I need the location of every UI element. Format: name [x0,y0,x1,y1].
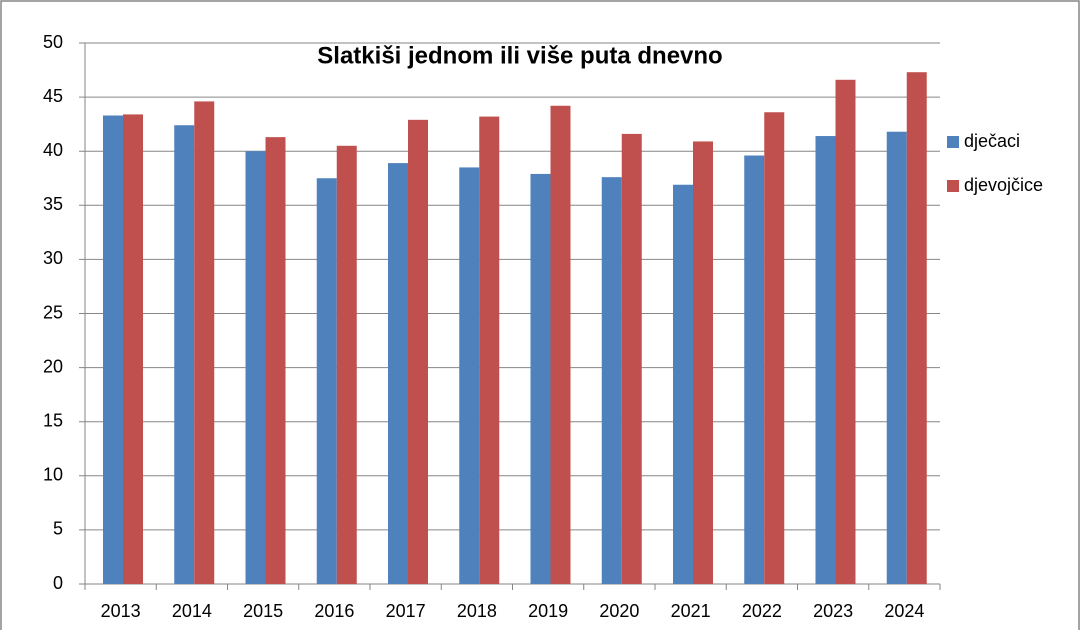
y-tick-label: 35 [43,194,63,214]
bar [621,133,642,584]
x-tick-label: 2017 [386,601,426,621]
chart-title: Slatkiši jednom ili više puta dnevno [317,42,722,69]
bar [886,131,907,584]
bar [103,115,123,584]
bar [479,116,500,585]
bar [316,178,337,584]
bar [265,137,286,584]
y-tick-label: 15 [43,410,63,430]
y-tick-label: 0 [53,573,63,593]
y-tick-label: 5 [53,519,63,539]
x-tick-label: 2023 [813,601,853,621]
bar [123,114,143,585]
y-tick-label: 25 [43,302,63,322]
x-tick-label: 2018 [457,601,497,621]
x-tick-label: 2015 [243,601,283,621]
legend-swatch [947,136,959,148]
y-tick-label: 30 [43,248,63,268]
legend-label: djevojčice [964,175,1043,195]
bar [194,101,215,584]
bar [245,151,266,584]
y-tick-label: 50 [43,32,63,52]
x-tick-label: 2020 [599,601,639,621]
bar [388,163,408,585]
bar [906,72,927,585]
y-tick-label: 20 [43,356,63,376]
bar [744,155,765,584]
bar [459,167,480,584]
bar [336,145,357,585]
x-tick-label: 2019 [528,601,568,621]
bar [408,119,428,585]
bar [550,105,571,585]
legend-label: dječaci [964,131,1020,151]
bar [815,136,836,584]
x-tick-label: 2021 [671,601,711,621]
bar [174,125,195,585]
legend-swatch [947,180,959,192]
x-tick-label: 2024 [884,601,924,621]
x-tick-label: 2013 [101,601,141,621]
bar [601,177,622,584]
x-tick-label: 2016 [314,601,354,621]
x-tick-label: 2022 [742,601,782,621]
x-tick-label: 2014 [172,601,212,621]
bar [835,79,856,585]
bar [530,173,551,584]
y-tick-label: 45 [43,86,63,106]
bar [764,112,785,585]
bar [693,141,713,584]
y-tick-label: 10 [43,465,63,485]
y-tick-label: 40 [43,140,63,160]
bar [673,184,693,584]
